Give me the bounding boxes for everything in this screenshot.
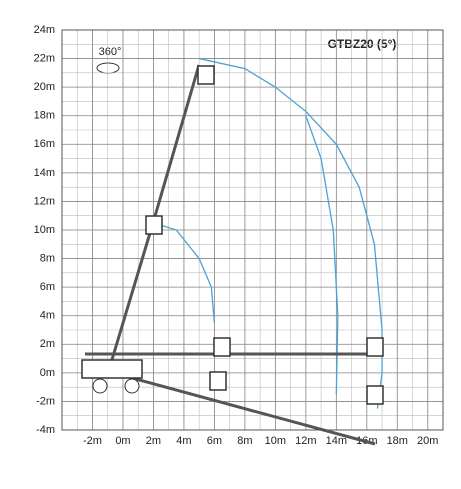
y-tick-label: 6m: [40, 281, 55, 293]
x-tick-label: 18m: [387, 435, 408, 447]
y-tick-label: 18m: [34, 110, 55, 122]
machine: [81, 64, 384, 446]
range-curve: [153, 222, 216, 323]
x-tick-label: -2m: [83, 435, 102, 447]
range-curve: [305, 115, 339, 395]
y-tick-label: 8m: [40, 252, 55, 264]
x-tick-label: 12m: [295, 435, 316, 447]
y-tick-label: -2m: [36, 395, 55, 407]
y-tick-label: 22m: [34, 52, 55, 64]
y-tick-label: 2m: [40, 338, 55, 350]
x-tick-label: 8m: [237, 435, 252, 447]
annotation: 360°: [99, 46, 122, 58]
y-tick-label: 24m: [34, 24, 55, 36]
y-tick-label: 20m: [34, 81, 55, 93]
x-tick-label: 10m: [265, 435, 286, 447]
x-tick-label: 0m: [115, 435, 130, 447]
y-tick-label: 14m: [34, 167, 55, 179]
x-tick-label: 14m: [326, 435, 347, 447]
y-tick-label: 12m: [34, 195, 55, 207]
x-tick-label: 2m: [146, 435, 161, 447]
y-tick-label: 16m: [34, 138, 55, 150]
y-tick-label: 10m: [34, 224, 55, 236]
y-tick-label: -4m: [36, 424, 55, 436]
x-tick-label: 20m: [417, 435, 438, 447]
plot-frame: [61, 29, 444, 431]
x-tick-label: 6m: [207, 435, 222, 447]
y-tick-label: 0m: [40, 367, 55, 379]
x-tick-label: 4m: [176, 435, 191, 447]
y-tick-label: 4m: [40, 310, 55, 322]
